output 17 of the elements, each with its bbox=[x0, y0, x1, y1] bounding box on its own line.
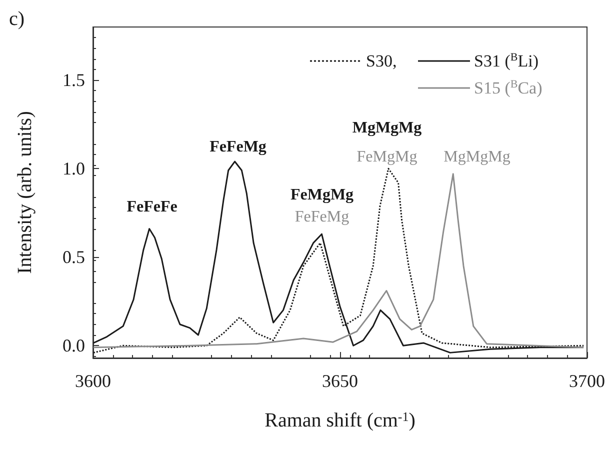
annotation: MgMgMg bbox=[352, 120, 422, 136]
annotation: FeFeMg bbox=[294, 208, 350, 226]
legend-label: S30, bbox=[366, 52, 397, 70]
y-axis-title: Intensity (arb. units) bbox=[14, 111, 36, 274]
annotation: FeMgMg bbox=[356, 148, 418, 166]
y-tick-label: 1.5 bbox=[62, 70, 85, 90]
annotation: FeMgMg bbox=[290, 186, 354, 204]
annotation: FeFeFe bbox=[126, 198, 178, 216]
chart-title: c) bbox=[9, 8, 25, 30]
x-tick-label: 3650 bbox=[322, 371, 358, 391]
y-tick-label: 1.0 bbox=[62, 158, 85, 179]
x-tick-label: 3700 bbox=[569, 371, 605, 391]
y-tick-label: 0.0 bbox=[62, 336, 85, 356]
y-tick-label: 0.5 bbox=[62, 247, 85, 268]
annotation: MgMgMg bbox=[444, 148, 510, 166]
annotation: FeFeMg bbox=[210, 138, 266, 156]
x-tick-label: 3600 bbox=[75, 371, 111, 391]
